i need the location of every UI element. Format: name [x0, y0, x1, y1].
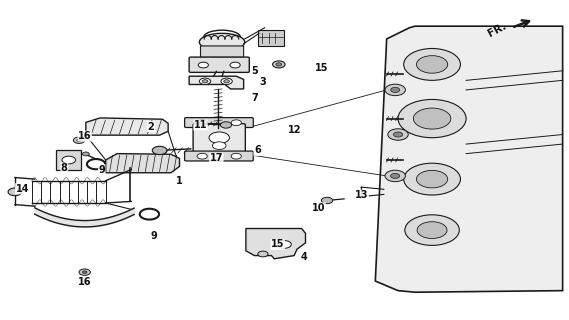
Polygon shape	[376, 26, 563, 292]
Circle shape	[62, 156, 76, 164]
Circle shape	[413, 108, 451, 129]
Text: 17: 17	[209, 153, 223, 164]
Circle shape	[212, 142, 226, 149]
FancyBboxPatch shape	[184, 118, 253, 127]
Polygon shape	[189, 76, 244, 89]
Polygon shape	[106, 154, 179, 173]
Polygon shape	[246, 228, 306, 259]
Text: 10: 10	[312, 203, 325, 213]
Circle shape	[209, 132, 229, 143]
Circle shape	[221, 78, 232, 84]
Text: 9: 9	[98, 164, 105, 174]
Circle shape	[231, 153, 241, 159]
Text: 2: 2	[148, 122, 155, 132]
Text: 3: 3	[259, 77, 266, 87]
FancyBboxPatch shape	[189, 57, 249, 72]
Circle shape	[152, 146, 167, 155]
Circle shape	[197, 153, 207, 159]
Circle shape	[83, 152, 89, 156]
FancyBboxPatch shape	[193, 124, 245, 155]
Text: 5: 5	[251, 66, 258, 76]
Circle shape	[230, 62, 240, 68]
Circle shape	[83, 271, 87, 273]
Circle shape	[321, 197, 333, 204]
Circle shape	[224, 80, 229, 83]
Polygon shape	[86, 118, 168, 135]
Text: FR.: FR.	[486, 21, 508, 39]
Text: 1: 1	[176, 176, 183, 186]
FancyBboxPatch shape	[184, 151, 253, 161]
Text: 11: 11	[193, 120, 207, 130]
Text: 15: 15	[271, 239, 284, 249]
Circle shape	[417, 170, 448, 188]
Circle shape	[79, 269, 90, 275]
Circle shape	[220, 122, 232, 128]
Circle shape	[403, 163, 460, 195]
Text: 14: 14	[15, 184, 29, 194]
Circle shape	[197, 120, 207, 125]
Text: 9: 9	[151, 231, 157, 242]
FancyBboxPatch shape	[200, 46, 244, 57]
Circle shape	[405, 215, 459, 245]
Circle shape	[388, 129, 408, 140]
Circle shape	[403, 49, 460, 80]
Ellipse shape	[199, 33, 245, 51]
Circle shape	[8, 188, 22, 196]
Circle shape	[73, 137, 85, 143]
FancyBboxPatch shape	[258, 30, 284, 46]
Circle shape	[417, 56, 448, 73]
Circle shape	[258, 251, 268, 257]
Circle shape	[391, 173, 400, 179]
Text: 6: 6	[254, 146, 261, 156]
Circle shape	[278, 241, 291, 248]
Circle shape	[391, 87, 400, 92]
Text: 16: 16	[78, 131, 92, 141]
Circle shape	[231, 120, 241, 125]
Circle shape	[385, 84, 405, 96]
Text: 13: 13	[355, 190, 369, 200]
Circle shape	[276, 63, 282, 66]
Circle shape	[417, 222, 447, 238]
Circle shape	[202, 80, 208, 83]
Text: 4: 4	[301, 252, 308, 262]
Circle shape	[199, 78, 211, 84]
Circle shape	[273, 61, 285, 68]
Text: 16: 16	[78, 277, 92, 287]
Circle shape	[198, 62, 208, 68]
Text: 15: 15	[315, 63, 328, 73]
Circle shape	[398, 100, 466, 138]
Text: 12: 12	[288, 125, 302, 135]
Circle shape	[77, 139, 81, 141]
Polygon shape	[56, 150, 81, 170]
Circle shape	[394, 132, 402, 137]
Text: 7: 7	[251, 93, 258, 103]
Circle shape	[385, 170, 405, 182]
Text: 8: 8	[61, 163, 68, 173]
